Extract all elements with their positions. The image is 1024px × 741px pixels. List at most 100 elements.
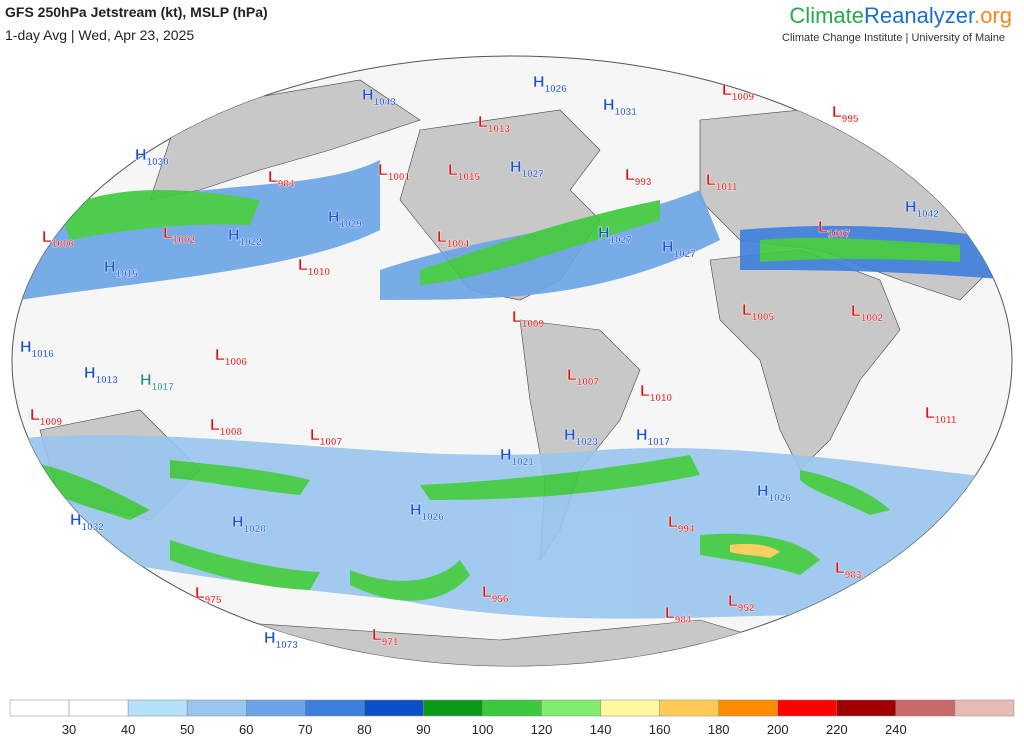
- center-type: H: [328, 209, 340, 226]
- center-value: 994: [678, 524, 695, 535]
- pressure-center: L984: [665, 605, 692, 626]
- center-value: 971: [382, 637, 399, 648]
- center-type: H: [84, 365, 96, 382]
- center-type: L: [372, 627, 382, 644]
- center-value: 975: [205, 595, 222, 606]
- map: [11, 55, 1013, 667]
- pressure-center: H1017: [140, 372, 174, 393]
- pressure-center: L1002: [163, 225, 195, 246]
- colorbar-box: [68, 699, 129, 717]
- center-value: 1017: [152, 382, 175, 393]
- center-value: 1007: [828, 229, 851, 240]
- pressure-center: L1002: [851, 303, 883, 324]
- colorbar-box: [954, 699, 1015, 717]
- center-type: H: [533, 74, 545, 91]
- pressure-center: H1029: [328, 209, 362, 230]
- colorbar-tick-label: 120: [531, 722, 553, 737]
- subtitle: 1-day Avg | Wed, Apr 23, 2025: [5, 27, 194, 43]
- center-value: 984: [675, 615, 692, 626]
- center-type: H: [140, 372, 152, 389]
- center-value: 1013: [488, 124, 511, 135]
- colorbar-box: [186, 699, 247, 717]
- pressure-center: L983: [835, 560, 862, 581]
- colorbar-tick-label: 50: [180, 722, 194, 737]
- pressure-center: L1010: [298, 257, 330, 278]
- pressure-center: L993: [625, 167, 652, 188]
- center-type: H: [905, 199, 917, 216]
- center-value: 1027: [674, 249, 697, 260]
- pressure-center: L1004: [437, 229, 469, 250]
- center-type: L: [378, 162, 388, 179]
- center-type: L: [195, 585, 205, 602]
- colorbar-tick-label: 40: [121, 722, 135, 737]
- center-value: 1002: [861, 313, 884, 324]
- center-type: L: [665, 605, 675, 622]
- center-value: 1008: [220, 427, 243, 438]
- center-value: 1010: [308, 267, 331, 278]
- center-type: L: [42, 229, 52, 246]
- pressure-center: H1013: [84, 365, 118, 386]
- pressure-center: L1009: [722, 82, 754, 103]
- center-value: 1013: [96, 375, 119, 386]
- pressure-center: H1030: [135, 147, 169, 168]
- pressure-center: H1027: [510, 159, 544, 180]
- center-value: 1026: [769, 493, 792, 504]
- pressure-center: L971: [372, 627, 399, 648]
- center-value: 1032: [82, 522, 105, 533]
- pressure-center: L1013: [478, 114, 510, 135]
- institution: Climate Change Institute | University of…: [782, 32, 1005, 44]
- pressure-center: H1031: [603, 97, 637, 118]
- center-value: 1015: [116, 269, 139, 280]
- pressure-center: H1026: [757, 483, 791, 504]
- colorbar-box: [423, 699, 483, 717]
- center-value: 1009: [40, 417, 63, 428]
- center-value: 1027: [610, 235, 633, 246]
- center-value: 952: [738, 603, 755, 614]
- center-type: H: [228, 227, 240, 244]
- pressure-centers: H1043H1026H1031L1009L995L1013H1030L984L1…: [20, 74, 957, 651]
- center-value: 993: [635, 177, 652, 188]
- pressure-center: L1006: [215, 347, 247, 368]
- pressure-center: L1015: [448, 162, 480, 183]
- colorbar-box: [895, 699, 956, 717]
- center-type: H: [135, 147, 147, 164]
- center-value: 1030: [147, 157, 170, 168]
- center-type: L: [728, 593, 738, 610]
- center-value: 1006: [225, 357, 248, 368]
- pressure-center: L1007: [818, 219, 850, 240]
- colorbar-tick-label: 90: [416, 722, 430, 737]
- center-type: L: [640, 383, 650, 400]
- center-value: 1042: [917, 209, 940, 220]
- center-value: 1022: [240, 237, 263, 248]
- center-type: L: [925, 405, 935, 422]
- colorbar-box: [541, 699, 601, 717]
- pressure-center: L956: [482, 584, 509, 605]
- center-value: 1015: [458, 172, 481, 183]
- center-type: L: [835, 560, 845, 577]
- center-value: 1001: [388, 172, 411, 183]
- center-value: 1028: [244, 524, 267, 535]
- pressure-center: H1026: [533, 74, 567, 95]
- pressure-center: L975: [195, 585, 222, 606]
- center-value: 1027: [522, 169, 545, 180]
- center-type: L: [482, 584, 492, 601]
- title: GFS 250hPa Jetstream (kt), MSLP (hPa): [5, 4, 268, 20]
- center-type: H: [104, 259, 116, 276]
- pressure-center: H1015: [104, 259, 138, 280]
- center-value: 1007: [577, 377, 600, 388]
- center-type: H: [232, 514, 244, 531]
- center-type: H: [603, 97, 615, 114]
- jet-bands: [12, 160, 1012, 620]
- center-value: 1026: [422, 512, 445, 523]
- center-type: L: [668, 514, 678, 531]
- pressure-center: H1026: [410, 502, 444, 523]
- pressure-center: H1023: [564, 427, 598, 448]
- center-value: 1009: [522, 319, 545, 330]
- pressure-center: H1016: [20, 339, 54, 360]
- center-type: L: [478, 114, 488, 131]
- center-value: 1021: [512, 457, 535, 468]
- colorbar-tick-label: 30: [62, 722, 76, 737]
- colorbar: 30 40 50 60 70 80 90 100 120 140 160 180 200 220 240: [9, 699, 1015, 737]
- center-value: 1000: [52, 239, 75, 250]
